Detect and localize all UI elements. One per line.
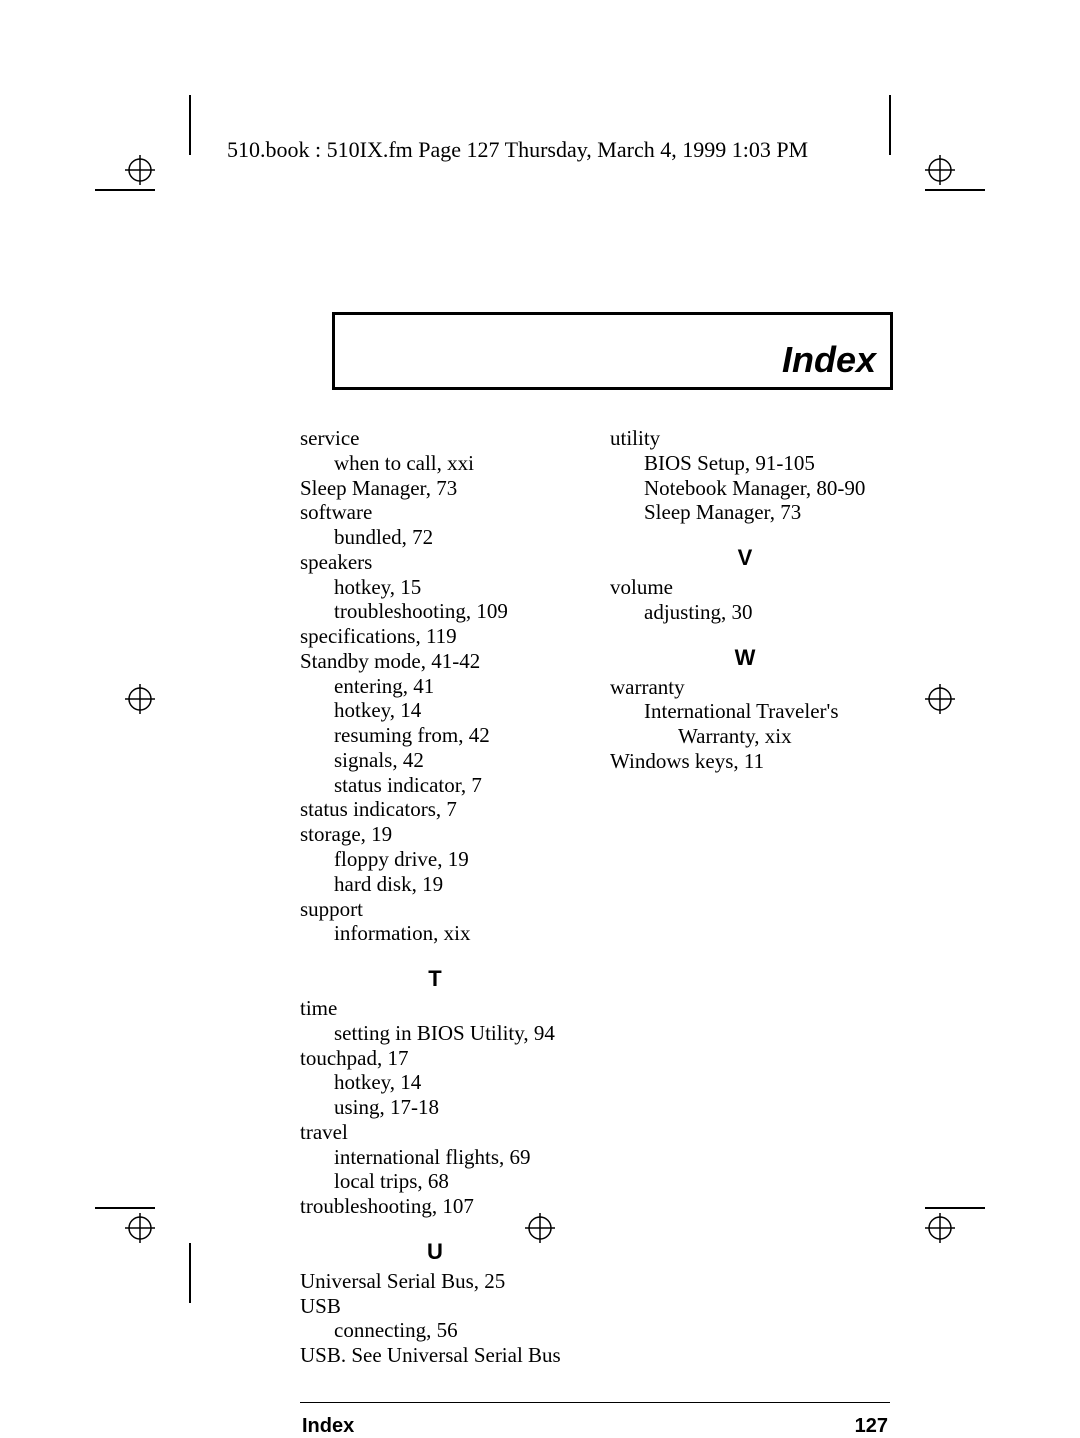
index-entry: storage, 19: [300, 822, 570, 847]
index-entry: service: [300, 426, 570, 451]
index-entry: adjusting, 30: [610, 600, 880, 625]
content-region: Index service when to call, xxi Sleep Ma…: [300, 312, 890, 1438]
crop-mark: [95, 1207, 155, 1209]
index-entry: bundled, 72: [300, 525, 570, 550]
index-entry: floppy drive, 19: [300, 847, 570, 872]
crop-mark: [889, 95, 891, 155]
index-entry: software: [300, 500, 570, 525]
index-entry: hotkey, 15: [300, 575, 570, 600]
index-entry: troubleshooting, 107: [300, 1194, 570, 1219]
index-entry: BIOS Setup, 91-105: [610, 451, 880, 476]
section-letter-w: W: [610, 645, 880, 671]
index-entry: speakers: [300, 550, 570, 575]
index-entry: using, 17-18: [300, 1095, 570, 1120]
index-entry: entering, 41: [300, 674, 570, 699]
index-entry: Windows keys, 11: [610, 749, 880, 774]
index-entry: Sleep Manager, 73: [300, 476, 570, 501]
index-entry: hard disk, 19: [300, 872, 570, 897]
index-entry: when to call, xxi: [300, 451, 570, 476]
registration-mark: [125, 684, 155, 714]
registration-mark: [125, 1213, 155, 1243]
title-box: Index: [332, 312, 893, 390]
section-letter-v: V: [610, 545, 880, 571]
crop-mark: [95, 189, 155, 191]
index-entry: troubleshooting, 109: [300, 599, 570, 624]
index-entry: International Traveler's: [610, 699, 880, 724]
index-entry: resuming from, 42: [300, 723, 570, 748]
crop-mark: [189, 1243, 191, 1303]
index-column-left: service when to call, xxi Sleep Manager,…: [300, 426, 570, 1368]
index-entry: travel: [300, 1120, 570, 1145]
index-entry: specifications, 119: [300, 624, 570, 649]
index-entry: USB: [300, 1294, 570, 1319]
footer-page-number: 127: [855, 1415, 888, 1438]
index-entry: status indicators, 7: [300, 797, 570, 822]
index-entry: connecting, 56: [300, 1318, 570, 1343]
index-entry: local trips, 68: [300, 1169, 570, 1194]
crop-mark: [189, 95, 191, 155]
footer-section-label: Index: [302, 1415, 354, 1438]
page: 510.book : 510IX.fm Page 127 Thursday, M…: [0, 0, 1080, 1397]
registration-mark: [925, 155, 955, 185]
index-entry: Notebook Manager, 80-90: [610, 476, 880, 501]
header-info-line: 510.book : 510IX.fm Page 127 Thursday, M…: [227, 137, 808, 163]
section-letter-u: U: [300, 1239, 570, 1265]
index-entry: Universal Serial Bus, 25: [300, 1269, 570, 1294]
index-entry: volume: [610, 575, 880, 600]
index-entry: warranty: [610, 675, 880, 700]
section-letter-t: T: [300, 966, 570, 992]
index-entry: signals, 42: [300, 748, 570, 773]
footer-rule: [300, 1402, 890, 1403]
index-entry: hotkey, 14: [300, 1070, 570, 1095]
index-column-right: utility BIOS Setup, 91-105 Notebook Mana…: [610, 426, 880, 1368]
index-entry: status indicator, 7: [300, 773, 570, 798]
index-entry: international flights, 69: [300, 1145, 570, 1170]
footer: Index 127: [300, 1415, 890, 1438]
registration-mark: [925, 1213, 955, 1243]
index-entry: Warranty, xix: [610, 724, 880, 749]
index-entry: utility: [610, 426, 880, 451]
index-entry: support: [300, 897, 570, 922]
registration-mark: [925, 684, 955, 714]
index-entry: setting in BIOS Utility, 94: [300, 1021, 570, 1046]
page-title: Index: [782, 339, 876, 381]
index-entry: touchpad, 17: [300, 1046, 570, 1071]
index-entry: time: [300, 996, 570, 1021]
index-entry: information, xix: [300, 921, 570, 946]
crop-mark: [925, 189, 985, 191]
index-entry: hotkey, 14: [300, 698, 570, 723]
index-body: service when to call, xxi Sleep Manager,…: [300, 426, 890, 1368]
index-entry: USB. See Universal Serial Bus: [300, 1343, 570, 1368]
registration-mark: [125, 155, 155, 185]
crop-mark: [925, 1207, 985, 1209]
index-entry: Standby mode, 41-42: [300, 649, 570, 674]
index-entry: Sleep Manager, 73: [610, 500, 880, 525]
